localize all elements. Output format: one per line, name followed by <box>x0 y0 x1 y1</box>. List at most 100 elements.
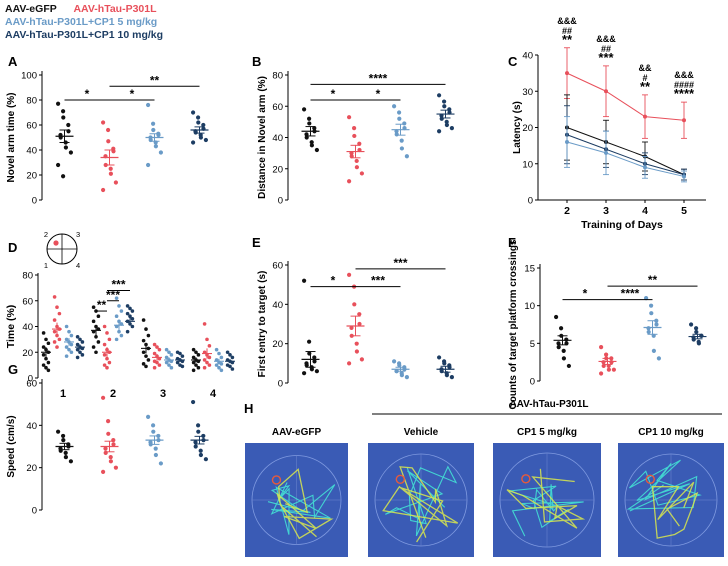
panel-letter: B <box>252 54 261 69</box>
data-point <box>125 311 130 316</box>
data-point <box>63 450 68 455</box>
data-point <box>169 365 174 370</box>
data-point <box>108 454 113 460</box>
data-point <box>307 339 312 344</box>
data-point <box>404 154 409 159</box>
data-point <box>214 347 219 352</box>
significance-label: * <box>85 87 90 101</box>
data-point <box>225 350 230 355</box>
y-tick-label: 20 <box>522 123 533 134</box>
significance-label: # <box>642 73 647 83</box>
data-point <box>144 354 148 358</box>
y-axis-label: First entry to target (s) <box>257 271 268 378</box>
thumbnail-title: CP1 5 mg/kg <box>517 427 577 438</box>
x-tick-label: 1 <box>60 388 66 400</box>
series-point <box>643 165 647 170</box>
series-point <box>643 114 647 119</box>
y-tick-label: 10 <box>524 301 535 312</box>
data-point <box>656 356 662 361</box>
y-tick-label: 20 <box>26 171 37 182</box>
data-point <box>56 101 61 106</box>
data-point <box>559 326 564 331</box>
target-platform-marker <box>53 240 59 246</box>
data-point <box>230 355 235 360</box>
data-point <box>449 126 454 131</box>
data-point <box>601 360 606 365</box>
data-point <box>609 360 614 365</box>
panel-f: F 0 5 10 15 Counts of target platform crossin… <box>508 235 707 410</box>
data-point <box>561 356 567 361</box>
data-point <box>96 340 101 344</box>
series-point <box>604 150 608 155</box>
legend-label-cp5: AAV-hTau-P301L+CP1 5 mg/kg <box>5 16 158 28</box>
legend-label-cp10: AAV-hTau-P301L+CP1 10 mg/kg <box>5 29 164 41</box>
data-point <box>55 345 59 349</box>
data-point <box>144 327 148 331</box>
data-point <box>146 414 151 419</box>
data-point <box>646 329 651 335</box>
thumbnail-title: CP1 10 mg/kg <box>638 427 704 438</box>
y-tick-label: 0 <box>32 196 37 207</box>
data-point <box>442 361 447 366</box>
data-point <box>357 141 362 146</box>
data-point <box>78 350 82 355</box>
data-point <box>194 350 198 355</box>
data-point <box>108 171 113 176</box>
data-point <box>152 342 157 347</box>
data-point <box>696 341 702 346</box>
data-point <box>64 337 69 342</box>
data-point <box>146 162 151 168</box>
data-point <box>561 348 566 353</box>
y-tick-label: 0 <box>28 374 33 385</box>
data-point <box>141 338 146 343</box>
data-point <box>196 423 201 428</box>
data-point <box>63 145 68 150</box>
data-point <box>64 324 69 329</box>
data-point <box>155 345 159 349</box>
data-point <box>437 355 442 360</box>
platform-marker <box>271 475 282 485</box>
data-point <box>105 331 109 335</box>
data-point <box>68 459 73 464</box>
data-point <box>56 429 61 434</box>
significance-label: **** <box>621 287 640 301</box>
significance-label: **** <box>369 71 388 85</box>
data-point <box>217 365 221 370</box>
data-point <box>108 166 113 171</box>
data-point <box>219 355 224 360</box>
x-tick-label: 4 <box>210 388 217 400</box>
data-point <box>46 368 51 373</box>
data-point <box>64 354 69 358</box>
data-point <box>449 375 454 380</box>
data-point <box>106 127 111 133</box>
y-tick-label: 0 <box>528 196 533 207</box>
series-line <box>566 141 685 177</box>
legend: AAV-eGFP AAV-hTau-P301L AAV-hTau-P301L+C… <box>5 3 163 42</box>
panel-letter: C <box>508 54 518 69</box>
data-point <box>357 321 362 327</box>
data-point <box>108 459 113 464</box>
series-point <box>682 118 686 123</box>
data-point <box>193 130 198 135</box>
data-point <box>599 371 604 376</box>
platform-marker <box>395 474 405 484</box>
data-point <box>217 351 221 356</box>
data-point <box>113 465 118 470</box>
data-point <box>397 116 402 121</box>
data-point <box>205 337 209 342</box>
series-line <box>566 127 685 176</box>
x-axis-label: Training of Days <box>581 219 663 231</box>
data-point <box>191 360 196 365</box>
data-point <box>44 365 48 370</box>
data-point <box>113 180 118 185</box>
y-tick-label: 60 <box>26 121 37 132</box>
data-point <box>146 358 151 362</box>
data-point <box>151 127 156 133</box>
data-point <box>439 116 444 121</box>
data-point <box>180 364 185 369</box>
data-point <box>196 115 201 120</box>
x-tick-label: 3 <box>603 205 609 217</box>
data-point <box>80 353 85 357</box>
data-point <box>101 469 106 474</box>
